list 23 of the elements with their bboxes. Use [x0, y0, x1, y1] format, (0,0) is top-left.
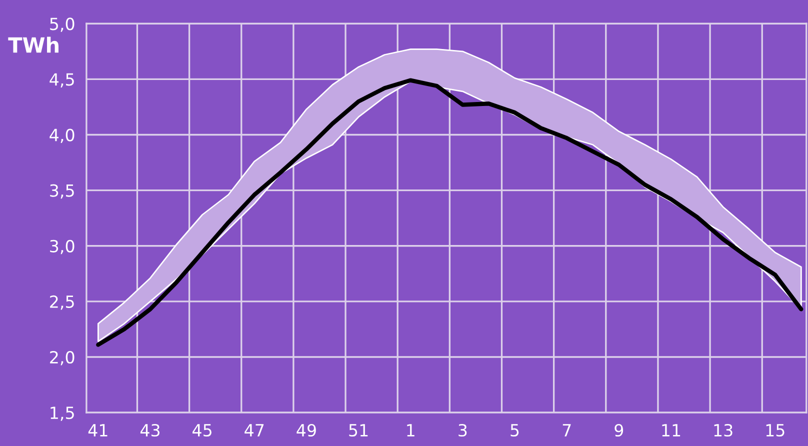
x-tick-label: 15 [766, 424, 784, 437]
y-axis-title: TWh [8, 36, 58, 53]
x-tick-label: 1 [407, 424, 414, 436]
x-tick-label: 7 [562, 424, 571, 436]
x-tick-label: 3 [458, 424, 467, 437]
x-tick-label: 43 [140, 424, 160, 437]
x-tick-label: 13 [714, 424, 732, 437]
x-tick-label: 11 [662, 424, 680, 436]
y-tick-label: 4,5 [50, 73, 74, 88]
x-tick-label: 51 [349, 424, 368, 437]
x-tick-label: 47 [244, 424, 264, 436]
y-tick-label: 2,0 [50, 350, 74, 366]
x-tick-label: 5 [510, 424, 519, 437]
x-tick-label: 49 [296, 424, 316, 437]
y-tick-label: 3,5 [50, 184, 74, 199]
y-tick-label: 3,0 [50, 240, 74, 254]
y-tick-label: 1,5 [50, 406, 74, 421]
x-tick-label: 41 [88, 424, 108, 436]
y-tick-label: 2,5 [50, 295, 74, 310]
x-tick-label: 9 [614, 424, 624, 437]
y-tick-label: 4,0 [50, 128, 74, 144]
y-tick-label: 5,0 [50, 18, 74, 32]
x-tick-label: 45 [192, 424, 212, 437]
